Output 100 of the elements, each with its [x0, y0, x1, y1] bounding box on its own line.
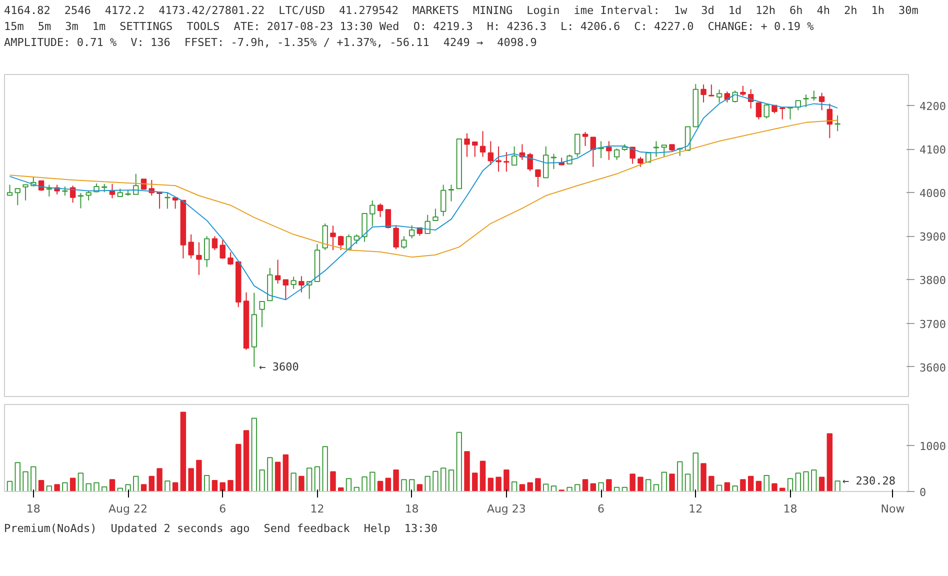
text: 15m — [4, 19, 24, 35]
candlestick — [606, 140, 612, 160]
candlestick — [756, 102, 762, 120]
bar — [212, 480, 218, 492]
candlestick — [448, 184, 454, 202]
bar — [692, 452, 699, 492]
bar — [267, 457, 273, 492]
candlestick — [370, 200, 376, 227]
bar — [38, 480, 44, 492]
text: 4249 → — [443, 35, 484, 51]
annotation: ← 3600 — [259, 360, 299, 374]
candlestick — [274, 259, 281, 284]
bar — [14, 462, 21, 492]
candlestick — [228, 252, 234, 266]
bar — [6, 480, 13, 492]
text: 4164.82 — [4, 3, 50, 19]
bar — [496, 476, 502, 492]
bar — [606, 479, 612, 492]
candlestick — [582, 132, 588, 146]
bar — [488, 478, 494, 492]
candlestick — [496, 146, 502, 172]
bar — [527, 482, 533, 492]
text: FFSET: -7.9h, -1.35% / +1.37%, -56.11 — [184, 35, 430, 51]
candlestick — [322, 223, 328, 251]
bar — [504, 469, 510, 492]
candlestick — [401, 236, 407, 250]
bar — [62, 482, 68, 492]
text: Help — [364, 521, 390, 537]
y-tick-label: 3900 — [920, 230, 946, 244]
text: 6h — [790, 3, 803, 19]
y-tick-label: 1000 — [920, 440, 946, 454]
bar — [330, 471, 336, 492]
candlestick — [803, 94, 809, 108]
bar — [630, 474, 636, 492]
text: 4172.2 — [104, 3, 145, 19]
text: 12h — [756, 3, 776, 19]
x-tick-label: 12 — [310, 502, 324, 516]
candlestick — [432, 208, 438, 221]
bar — [653, 484, 660, 492]
bar — [148, 476, 155, 492]
text: ATE: 2017-08-23 13:30 Wed — [234, 19, 400, 35]
candlestick — [464, 132, 470, 158]
bar — [125, 484, 131, 492]
bar — [511, 481, 518, 492]
text: C: 4227.0 — [634, 19, 694, 35]
candlestick — [212, 236, 218, 251]
text: TOOLS — [186, 19, 220, 35]
x-tick-label: Aug 23 — [486, 502, 526, 516]
bar — [204, 474, 210, 492]
bar — [322, 446, 328, 492]
bar — [346, 478, 352, 492]
bar — [196, 460, 202, 492]
candlestick — [204, 236, 210, 268]
bar — [228, 480, 234, 492]
bar — [834, 480, 840, 492]
bar — [598, 482, 604, 492]
text: 4173.42/27801.22 — [158, 3, 265, 19]
candlestick — [78, 192, 84, 209]
bar — [362, 476, 368, 492]
text: 4h — [816, 3, 830, 19]
bar — [645, 479, 652, 492]
text: V: 136 — [130, 35, 170, 51]
x-tick-label: 18 — [26, 502, 40, 516]
bar — [274, 462, 281, 492]
bar — [86, 483, 92, 492]
text: H: 4236.3 — [486, 19, 547, 35]
bar — [164, 480, 170, 492]
text: 41.279542 — [338, 3, 399, 19]
bar — [156, 468, 162, 492]
bar — [298, 476, 304, 492]
text: 1w — [674, 3, 688, 19]
bar — [401, 479, 407, 492]
bar — [550, 486, 557, 492]
text: 30m — [898, 3, 918, 19]
bar — [448, 469, 454, 492]
candlestick — [480, 130, 486, 158]
candlestick — [818, 92, 825, 111]
candlestick — [638, 156, 644, 168]
bar — [582, 479, 588, 492]
candlestick — [133, 173, 139, 195]
bar — [94, 482, 100, 492]
line-series — [9, 120, 838, 258]
candlestick — [290, 276, 296, 290]
x-tick-label: 18 — [783, 502, 798, 516]
candlestick — [14, 188, 21, 206]
candlestick — [590, 136, 596, 168]
candlestick — [298, 276, 304, 293]
bar — [677, 461, 683, 492]
text: AMPLITUDE: 0.71 % — [4, 35, 117, 51]
candlestick — [542, 146, 549, 178]
bar — [54, 484, 60, 492]
bar — [826, 433, 833, 492]
text: 3m — [65, 19, 78, 35]
bar — [748, 476, 754, 492]
candlestick — [86, 190, 92, 201]
text: Updated 2 seconds ago — [110, 521, 250, 537]
y-tick-label: 3700 — [920, 318, 946, 331]
bar — [708, 476, 714, 492]
bar — [803, 471, 809, 492]
bar — [772, 483, 778, 492]
